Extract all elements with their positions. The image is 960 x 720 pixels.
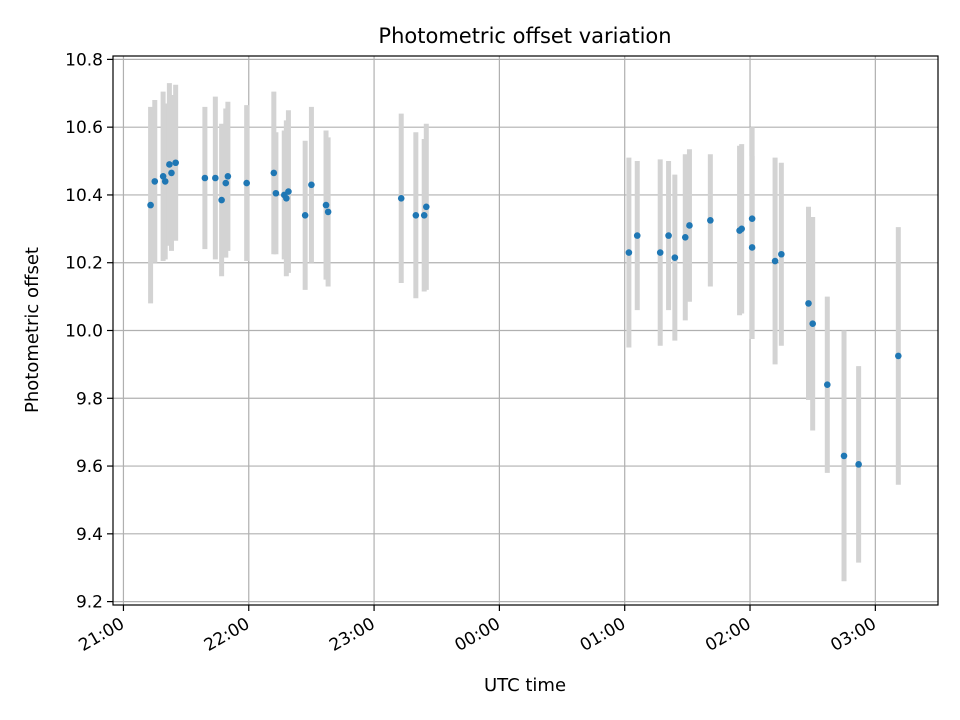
data-point	[272, 189, 280, 197]
y-tick-label: 10.2	[65, 254, 103, 274]
x-tick-label: 03:00	[827, 614, 879, 656]
data-point	[243, 179, 250, 187]
data-point	[855, 461, 862, 468]
data-point	[168, 169, 175, 177]
x-tick-label: 23:00	[326, 614, 378, 656]
x-tick-label: 00:00	[451, 614, 503, 656]
y-tick-label: 9.2	[76, 593, 103, 613]
data-point	[665, 232, 672, 239]
data-point	[412, 211, 420, 219]
data-point	[671, 254, 679, 261]
x-tick-label: 21:00	[76, 614, 128, 656]
data-point	[778, 250, 785, 258]
data-point	[324, 208, 332, 216]
data-point	[166, 161, 173, 168]
y-tick-label: 9.8	[76, 389, 103, 409]
y-tick-label: 10.8	[65, 50, 103, 70]
data-point	[285, 188, 292, 195]
error-bars	[148, 83, 901, 582]
data-point	[686, 222, 693, 229]
data-point	[301, 211, 309, 219]
data-point	[625, 249, 633, 256]
data-point	[283, 195, 290, 202]
data-point	[707, 217, 714, 224]
x-tick-label: 22:00	[201, 614, 253, 656]
data-point	[172, 159, 179, 167]
y-tick-label: 10.4	[65, 186, 103, 206]
y-tick-label: 10.6	[65, 118, 103, 138]
y-axis-label: Photometric offset	[22, 247, 43, 413]
data-point	[151, 178, 159, 185]
data-point	[422, 203, 430, 211]
axis-ticks: 21:00 22:00 23:00 00:00 01:00 02:00 03:00 9.2 9.…	[65, 50, 880, 655]
data-point	[824, 381, 831, 389]
data-point	[805, 300, 812, 307]
x-tick-label: 02:00	[702, 614, 754, 656]
x-axis-label: UTC time	[484, 675, 566, 696]
data-point	[771, 257, 779, 265]
data-point	[161, 178, 169, 185]
data-point	[224, 173, 232, 180]
x-tick-label: 01:00	[577, 614, 629, 656]
chart-title: Photometric offset variation	[378, 24, 671, 48]
y-tick-label: 9.4	[76, 525, 103, 545]
data-point	[840, 452, 848, 460]
data-points	[147, 159, 902, 468]
y-tick-label: 9.6	[76, 457, 103, 477]
data-point	[159, 173, 167, 180]
data-point	[212, 174, 219, 182]
data-point	[270, 169, 278, 177]
data-point	[308, 181, 315, 189]
data-point	[201, 174, 209, 182]
y-tick-label: 10.0	[65, 322, 103, 342]
data-point	[397, 195, 405, 202]
data-point	[322, 201, 330, 209]
data-point	[681, 234, 689, 241]
data-point	[748, 215, 756, 222]
data-point	[738, 225, 745, 233]
data-point	[147, 201, 154, 209]
data-point	[420, 211, 428, 219]
data-point	[222, 179, 230, 187]
data-point	[748, 244, 756, 251]
data-point	[633, 232, 641, 239]
data-point	[895, 352, 902, 360]
data-point	[218, 196, 225, 204]
data-point	[809, 320, 816, 328]
data-point	[656, 249, 664, 256]
